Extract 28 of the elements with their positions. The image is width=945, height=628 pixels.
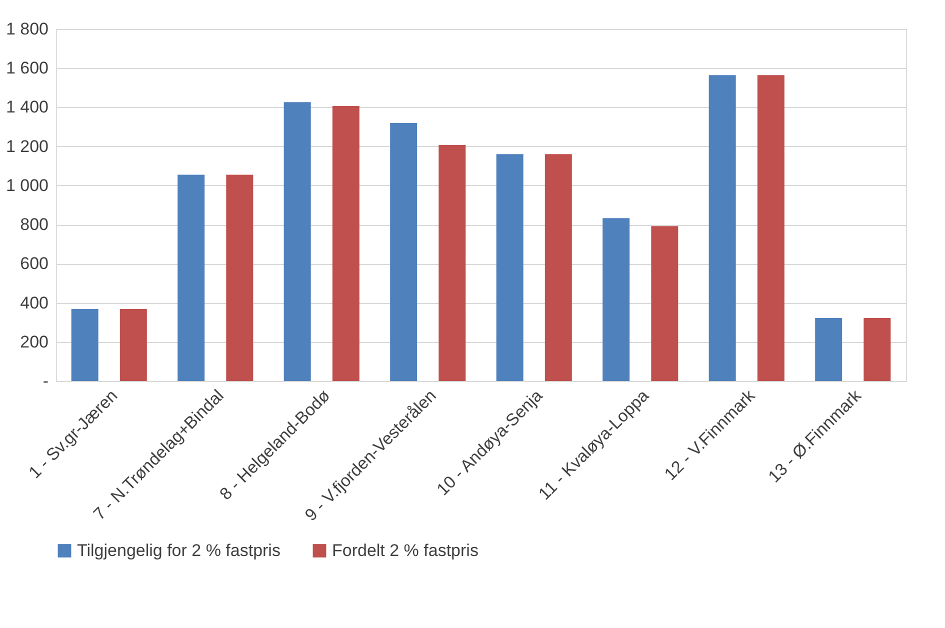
bar — [438, 144, 466, 381]
bar — [178, 174, 205, 381]
y-tick-label: 200 — [20, 332, 48, 352]
bar — [496, 154, 524, 381]
y-tick-label: 600 — [20, 254, 48, 274]
y-tick-label: 1 400 — [6, 98, 48, 117]
y-tick-label: - — [42, 372, 48, 390]
legend-label: Tilgjengelig for 2 % fastpris — [77, 540, 280, 560]
bar — [815, 318, 842, 381]
y-tick-label: 1 200 — [6, 136, 48, 156]
bar — [602, 218, 630, 381]
bar — [284, 102, 311, 381]
y-tick-label: 1 800 — [6, 20, 48, 38]
y-tick-label: 800 — [20, 215, 48, 234]
bar — [757, 75, 784, 381]
legend-label: Fordelt 2 % fastpris — [332, 540, 478, 560]
bar — [864, 318, 891, 381]
bar — [120, 309, 147, 381]
bar — [390, 123, 418, 381]
y-tick-label: 400 — [20, 293, 48, 312]
bar — [71, 309, 98, 381]
bar — [544, 154, 572, 381]
bar — [651, 226, 678, 381]
y-tick-label: 1 600 — [6, 58, 48, 78]
y-tick-label: 1 000 — [6, 176, 48, 195]
bar — [226, 174, 254, 381]
bar — [332, 106, 360, 381]
bar — [708, 75, 736, 381]
